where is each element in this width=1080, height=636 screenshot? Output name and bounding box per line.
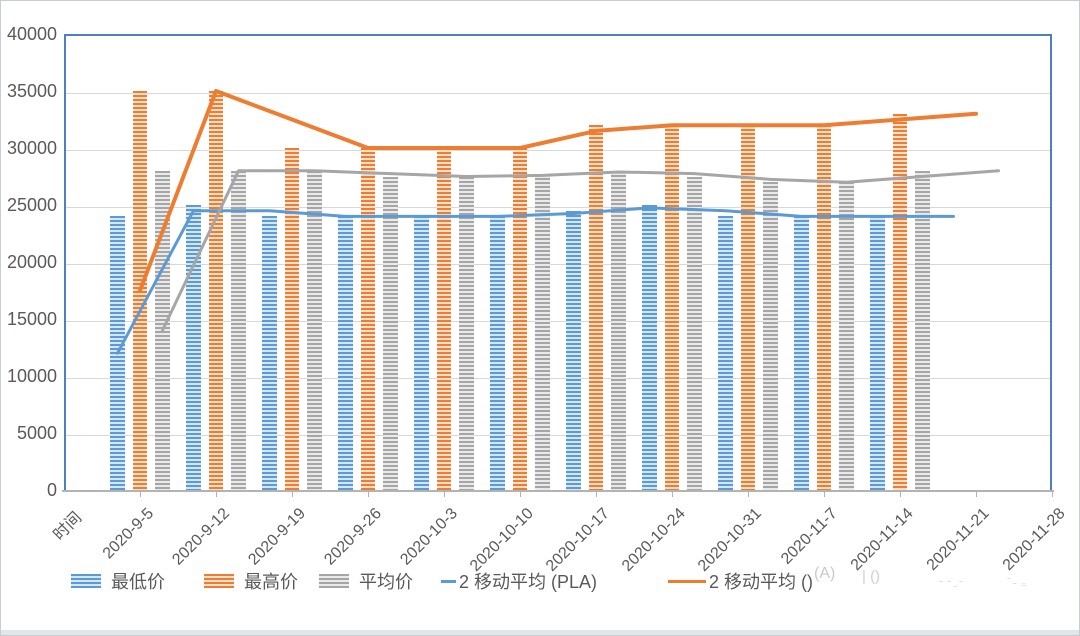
- x-label-2020-9-12: 2020-9-12: [169, 505, 234, 569]
- legend-item-最低价: 最低价: [71, 571, 165, 592]
- x-label-2020-9-5: 2020-9-5: [99, 505, 158, 563]
- bar-highest-price-2020-11-7: [816, 125, 832, 490]
- ghost-mark-0: (A): [814, 565, 836, 582]
- bar-highest-price-2020-9-5: [132, 91, 148, 490]
- bar-highest-price-2020-10-3: [436, 148, 452, 490]
- x-label-2020-11-14: 2020-11-14: [847, 505, 918, 575]
- bar-highest-price-2020-10-10: [512, 148, 528, 490]
- x-tick-2020-10-31: [748, 492, 749, 497]
- bar-highest-price-2020-11-14: [892, 113, 908, 490]
- gridline-10000: [66, 378, 1050, 379]
- bar-average-price-2020-9-12: [231, 170, 246, 490]
- legend-label-平均价: 平均价: [359, 572, 413, 592]
- x-tick-2020-10-17: [596, 492, 597, 497]
- ghost-mark-1: | (): [862, 568, 881, 585]
- x-label-2020-9-19: 2020-9-19: [245, 505, 310, 569]
- x-tick-2020-9-12: [216, 492, 217, 497]
- y-label-5000: 5000: [16, 423, 57, 443]
- legend-label-2 移动平均 (PLA): 2 移动平均 (PLA): [459, 572, 598, 592]
- bar-highest-price-2020-9-19: [284, 148, 300, 490]
- x-label-2020-11-21: 2020-11-21: [923, 505, 994, 575]
- bar-highest-price-2020-10-24: [664, 125, 680, 490]
- ghost-mark-2: - ֊ ̱ -: [939, 573, 964, 588]
- legend-item-2 移动平均 (PLA): 2 移动平均 (PLA): [441, 571, 598, 592]
- ghost-mark-3: ̄ - ₌: [1009, 575, 1028, 590]
- bar-average-price-2020-10-3: [459, 176, 474, 490]
- y-label-15000: 15000: [6, 309, 57, 329]
- x-label-2020-10-17: 2020-10-17: [543, 505, 614, 575]
- legend-label-2 移动平均 (): 2 移动平均 (): [709, 572, 814, 592]
- x-label-2020-10-3: 2020-10-3: [397, 505, 462, 569]
- bar-lowest-price-2020-11-14: [870, 216, 885, 490]
- x-tick-2020-10-24: [672, 492, 673, 497]
- bar-lowest-price-2020-10-3: [414, 216, 429, 490]
- gridline-5000: [66, 435, 1050, 436]
- bar-average-price-2020-10-17: [611, 170, 626, 490]
- x-tick-2020-9-26: [368, 492, 369, 497]
- y-label-35000: 35000: [6, 81, 57, 101]
- bar-average-price-2020-11-14: [915, 170, 930, 490]
- x-label-时间: 时间: [50, 509, 86, 544]
- legend-swatch-ma2-highest: [668, 579, 706, 583]
- legend-item-2 移动平均 (): 2 移动平均 (): [668, 571, 814, 592]
- x-tick-2020-11-14: [900, 492, 901, 497]
- legend-label-最低价: 最低价: [111, 572, 165, 592]
- bar-highest-price-2020-9-12: [208, 91, 224, 490]
- bar-highest-price-2020-9-26: [360, 148, 376, 490]
- legend-swatch-lowest-price: [71, 574, 101, 588]
- x-axis-line: [62, 490, 1054, 492]
- bar-lowest-price-2020-9-19: [262, 216, 277, 490]
- bar-average-price-2020-9-5: [155, 170, 170, 490]
- legend-swatch-ma2-lowest: [441, 579, 456, 583]
- x-tick-2020-11-28: [1052, 492, 1053, 497]
- bar-lowest-price-2020-11-7: [794, 216, 809, 490]
- x-label-2020-11-28: 2020-11-28: [999, 505, 1070, 575]
- bottom-strip: [1, 630, 1079, 635]
- y-label-10000: 10000: [6, 366, 57, 386]
- bar-average-price-2020-10-10: [535, 174, 550, 490]
- x-label-2020-10-24: 2020-10-24: [619, 505, 690, 575]
- y-label-0: 0: [46, 480, 57, 500]
- x-tick-2020-9-5: [140, 492, 141, 497]
- y-label-20000: 20000: [6, 252, 57, 272]
- legend-swatch-average-price: [319, 574, 349, 588]
- bar-highest-price-2020-10-31: [740, 125, 756, 490]
- x-tick-2020-9-19: [292, 492, 293, 497]
- x-label-2020-10-31: 2020-10-31: [695, 505, 766, 575]
- bar-average-price-2020-9-26: [383, 176, 398, 490]
- x-tick-2020-10-3: [444, 492, 445, 497]
- y-label-25000: 25000: [6, 195, 57, 215]
- x-label-2020-9-26: 2020-9-26: [321, 505, 386, 569]
- legend-label-最高价: 最高价: [244, 572, 298, 592]
- bar-average-price-2020-10-24: [687, 176, 702, 490]
- y-label-30000: 30000: [6, 138, 57, 158]
- x-label-2020-11-7: 2020-11-7: [778, 505, 842, 568]
- bar-average-price-2020-9-19: [307, 170, 322, 490]
- bar-highest-price-2020-10-17: [588, 125, 604, 490]
- legend-item-平均价: 平均价: [319, 571, 413, 592]
- y-label-40000: 40000: [6, 24, 57, 44]
- x-label-2020-10-10: 2020-10-10: [467, 505, 538, 575]
- bar-lowest-price-2020-10-10: [490, 216, 505, 490]
- bar-lowest-price-2020-9-5: [110, 216, 125, 490]
- bar-lowest-price-2020-10-24: [642, 205, 657, 490]
- bar-lowest-price-2020-10-17: [566, 210, 581, 490]
- x-tick-2020-11-7: [824, 492, 825, 497]
- bar-lowest-price-2020-9-12: [186, 205, 201, 490]
- bar-average-price-2020-10-31: [763, 182, 778, 490]
- x-tick-2020-11-21: [976, 492, 977, 497]
- bar-lowest-price-2020-10-31: [718, 216, 733, 490]
- bar-average-price-2020-11-7: [839, 182, 854, 490]
- x-tick-2020-10-10: [520, 492, 521, 497]
- legend-swatch-highest-price: [204, 574, 234, 588]
- bar-lowest-price-2020-9-26: [338, 216, 353, 490]
- legend-item-最高价: 最高价: [204, 571, 298, 592]
